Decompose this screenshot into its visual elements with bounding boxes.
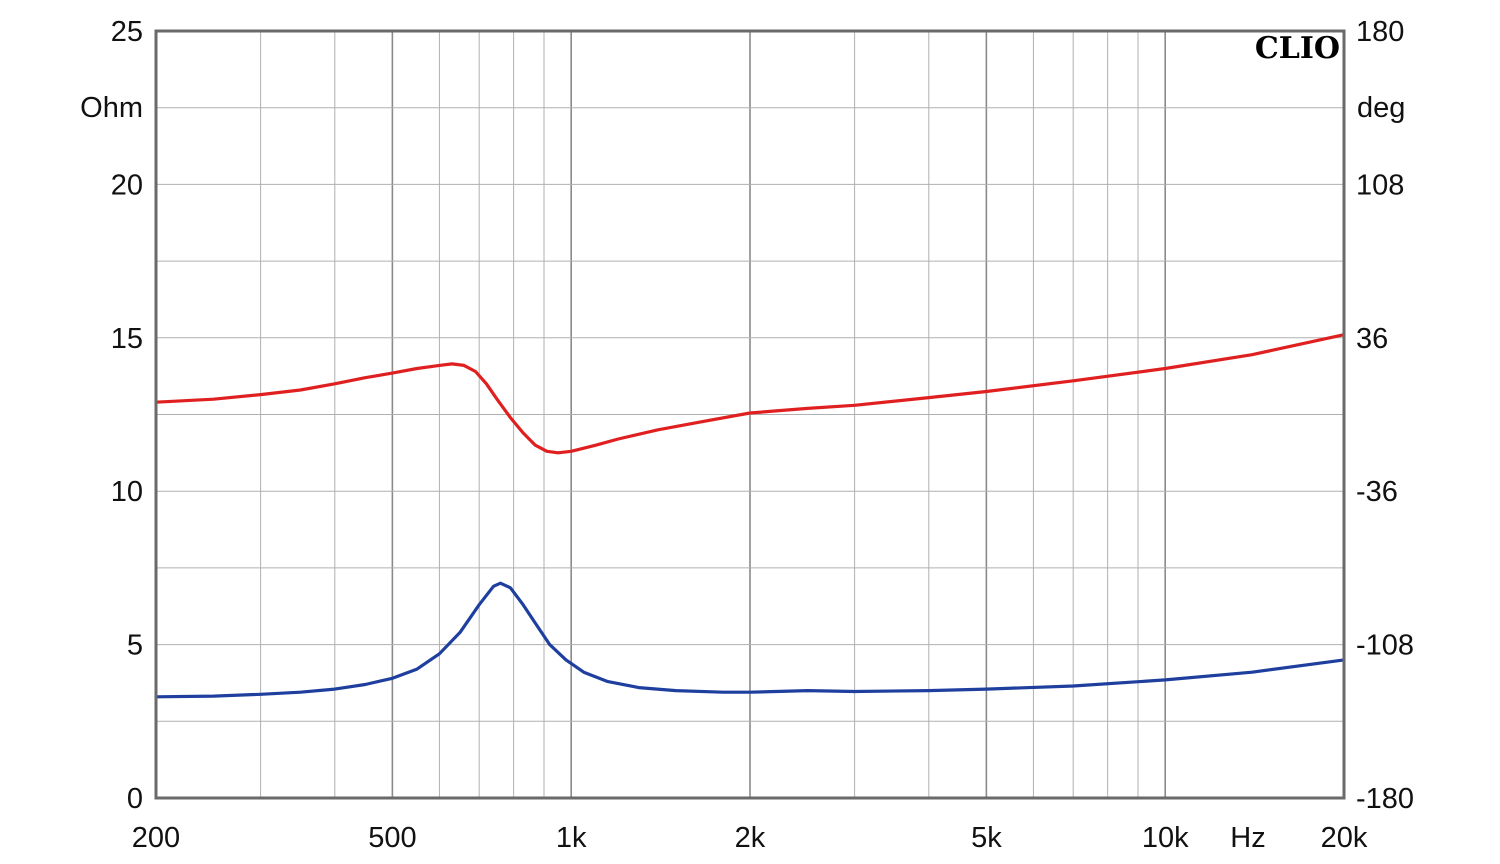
y-tick-label: 20	[111, 169, 143, 201]
x-tick-label: 20k	[1321, 822, 1368, 854]
x-tick-label: 5k	[971, 822, 1002, 854]
y-tick-label: 15	[111, 323, 143, 355]
plot-frame	[154, 29, 1346, 800]
y2-tick-label: -180	[1356, 783, 1414, 815]
y-axis-label: Ohm	[80, 92, 143, 124]
y-tick-label: 25	[111, 16, 143, 48]
y-axis-ticks: 0 5 10 15 20 25	[111, 16, 143, 815]
y2-axis-ticks: -180 -108 -36 36 108 180	[1356, 16, 1414, 815]
x-tick-label: 200	[132, 822, 180, 854]
grid	[156, 31, 1344, 798]
y2-tick-label: 36	[1356, 323, 1388, 355]
series-line-1	[154, 333, 1346, 455]
x-axis-unit: Hz	[1230, 822, 1265, 854]
x-tick-label: 1k	[556, 822, 587, 854]
y-tick-label: 5	[127, 630, 143, 662]
x-tick-label: 2k	[735, 822, 766, 854]
y2-tick-label: 180	[1356, 16, 1404, 48]
clio-logo: CLIO	[1255, 31, 1340, 66]
x-axis-ticks: 200 500 1k 2k 5k 10k 20k	[132, 822, 1368, 854]
series-line-2	[154, 581, 1346, 699]
series-lines	[154, 333, 1346, 699]
x-tick-label: 500	[368, 822, 416, 854]
y2-tick-label: 108	[1356, 169, 1404, 201]
y-tick-label: 10	[111, 476, 143, 508]
y-tick-label: 0	[127, 783, 143, 815]
y2-tick-label: -36	[1356, 476, 1398, 508]
y2-tick-label: -108	[1356, 630, 1414, 662]
x-tick-label: 10k	[1142, 822, 1189, 854]
y2-axis-label: deg	[1357, 92, 1405, 124]
